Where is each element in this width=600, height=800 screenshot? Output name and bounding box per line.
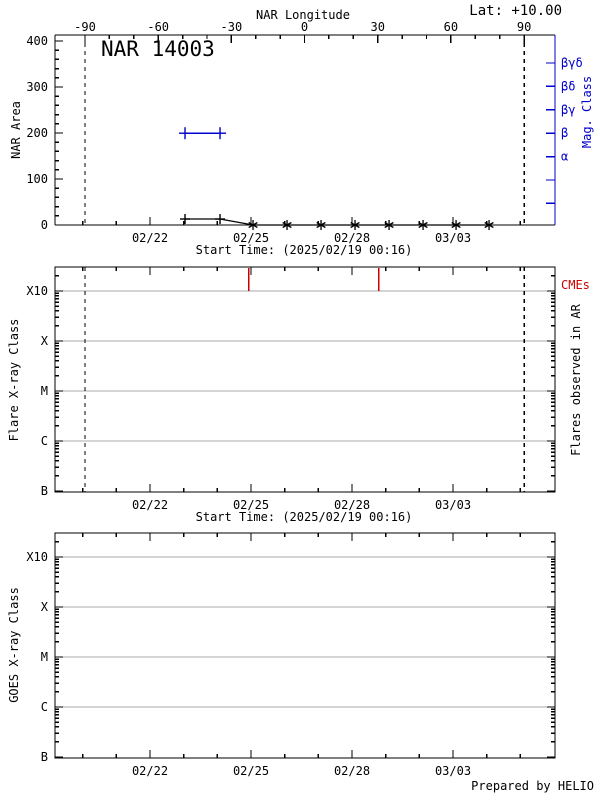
asterisk-marker bbox=[418, 221, 428, 229]
panel-frame bbox=[54, 532, 556, 759]
longitude-tick-label: 60 bbox=[444, 20, 458, 34]
longitude-tick-label: 30 bbox=[370, 20, 384, 34]
mag-class-tick-label: βδ bbox=[561, 79, 575, 93]
longitude-axis-title: NAR Longitude bbox=[256, 8, 350, 22]
mag-class-tick-label: α bbox=[561, 150, 568, 164]
xray-class-tick-label: X bbox=[41, 334, 49, 348]
flares-observed-label: Flares observed in AR bbox=[569, 304, 583, 456]
date-tick-label: 02/25 bbox=[233, 764, 269, 778]
xray-class-tick-label: B bbox=[41, 750, 48, 764]
asterisk-marker bbox=[248, 221, 258, 229]
asterisk-marker bbox=[451, 221, 461, 229]
mag-class-tick-label: βγ bbox=[561, 103, 575, 117]
nar-area-axis-title: NAR Area bbox=[9, 101, 23, 159]
flare-xray-panel: X10 X M C B 02/22 02/25 02/28 03/03 bbox=[26, 266, 556, 512]
panel-frame bbox=[54, 266, 556, 493]
flare-xray-axis-title: Flare X-ray Class bbox=[7, 318, 21, 442]
date-tick-label: 03/03 bbox=[435, 764, 471, 778]
date-tick-label: 02/25 bbox=[233, 231, 269, 245]
area-tick-label: 300 bbox=[26, 80, 48, 94]
date-tick-label: 03/03 bbox=[435, 498, 471, 512]
cmes-label: CMEs bbox=[561, 278, 590, 292]
asterisk-marker bbox=[282, 221, 292, 229]
longitude-tick-label: -90 bbox=[74, 20, 96, 34]
area-tick-label: 400 bbox=[26, 34, 48, 48]
xray-class-tick-label: B bbox=[41, 484, 48, 498]
nar-area-panel: 0 100 200 300 400 -90 -60 -30 0 30 60 90 βγδ βδ βγ βα 02… bbox=[26, 20, 582, 245]
date-tick-label: 03/03 bbox=[435, 231, 471, 245]
mag-class-tick-label: β bbox=[561, 126, 568, 140]
area-tick-label: 200 bbox=[26, 126, 48, 140]
active-region-title: NAR 14003 bbox=[101, 37, 215, 61]
longitude-tick-label: -30 bbox=[221, 20, 243, 34]
asterisk-marker bbox=[484, 221, 494, 229]
credit-label: Prepared by HELIO bbox=[471, 779, 594, 793]
area-tick-label: 0 bbox=[41, 218, 48, 232]
area-tick-label: 100 bbox=[26, 172, 48, 186]
date-tick-label: 02/25 bbox=[233, 498, 269, 512]
xray-class-tick-label: C bbox=[41, 434, 48, 448]
xray-class-tick-label: X10 bbox=[26, 550, 48, 564]
xray-class-tick-label: C bbox=[41, 700, 48, 714]
goes-xray-axis-title: GOES X-ray Class bbox=[7, 587, 21, 703]
date-tick-label: 02/28 bbox=[334, 764, 370, 778]
start-time-caption-middle: Start Time: (2025/02/19 00:16) bbox=[195, 510, 413, 524]
asterisk-marker bbox=[350, 221, 360, 229]
start-time-caption-top: Start Time: (2025/02/19 00:16) bbox=[195, 243, 413, 257]
asterisk-marker bbox=[384, 221, 394, 229]
date-tick-label: 02/22 bbox=[132, 764, 168, 778]
date-tick-label: 02/28 bbox=[334, 231, 370, 245]
goes-xray-panel: X10 X M C B 02/22 02/25 02/28 03/03 bbox=[26, 532, 556, 778]
date-tick-label: 02/28 bbox=[334, 498, 370, 512]
xray-class-tick-label: M bbox=[41, 650, 48, 664]
asterisk-marker bbox=[316, 221, 326, 229]
longitude-tick-label: 90 bbox=[517, 20, 531, 34]
mag-class-axis-title: Mag. Class bbox=[580, 75, 594, 149]
date-tick-label: 02/22 bbox=[132, 498, 168, 512]
longitude-tick-label: -60 bbox=[147, 20, 169, 34]
xray-class-tick-label: M bbox=[41, 384, 48, 398]
xray-class-tick-label: X bbox=[41, 600, 49, 614]
latitude-label: Lat: +10.00 bbox=[469, 3, 562, 19]
date-tick-label: 02/22 bbox=[132, 231, 168, 245]
nar-area-series bbox=[185, 218, 490, 226]
longitude-tick-label: 0 bbox=[301, 20, 308, 34]
xray-class-tick-label: X10 bbox=[26, 284, 48, 298]
mag-class-tick-label: βγδ bbox=[561, 56, 583, 70]
